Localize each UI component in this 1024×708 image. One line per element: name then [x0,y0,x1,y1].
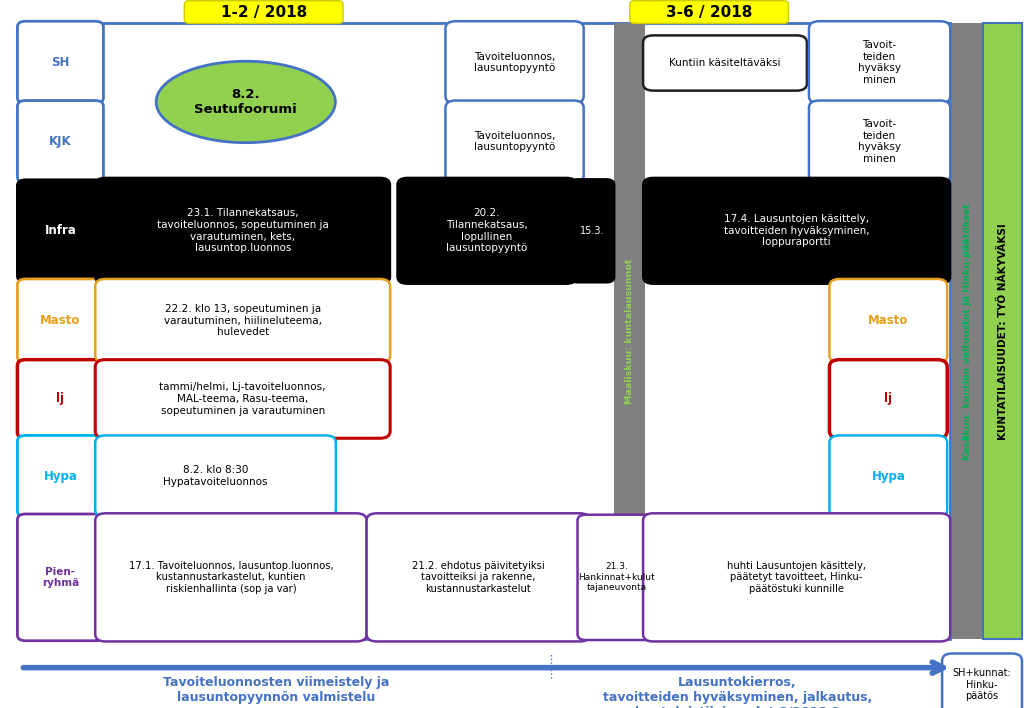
FancyBboxPatch shape [95,513,367,641]
Text: Hypa: Hypa [871,469,905,483]
Text: Masto: Masto [40,314,81,327]
Text: Kesäkuu: kuntien valtuustot ja Hinku-päätökset: Kesäkuu: kuntien valtuustot ja Hinku-pää… [964,203,972,459]
FancyBboxPatch shape [809,101,950,183]
FancyBboxPatch shape [17,514,103,641]
Text: SH: SH [51,56,70,69]
FancyBboxPatch shape [643,513,950,641]
Text: lj: lj [885,392,892,406]
FancyBboxPatch shape [614,23,645,639]
FancyBboxPatch shape [17,279,103,362]
Text: 8.2. klo 8:30
Hypatavoiteluonnos: 8.2. klo 8:30 Hypatavoiteluonnos [163,465,268,487]
FancyBboxPatch shape [445,21,584,103]
Text: 21.2. ehdotus päivitetyiksi
tavoitteiksi ja rakenne,
kustannustarkastelut: 21.2. ehdotus päivitetyiksi tavoitteiksi… [412,561,545,594]
FancyBboxPatch shape [630,1,788,23]
FancyBboxPatch shape [17,101,103,183]
FancyBboxPatch shape [95,360,390,438]
Text: Infra: Infra [44,224,77,237]
FancyBboxPatch shape [20,23,950,639]
Text: Tavoiteluonnos,
lausuntopyyntö: Tavoiteluonnos, lausuntopyyntö [474,52,555,73]
Text: Tavoit-
teiden
hyväksy
minen: Tavoit- teiden hyväksy minen [858,119,901,164]
FancyBboxPatch shape [184,1,343,23]
Text: huhti Lausuntojen käsittely,
päätetyt tavoitteet, Hinku-
päätöstuki kunnille: huhti Lausuntojen käsittely, päätetyt ta… [727,561,866,594]
Text: Tavoiteluonnos,
lausuntopyyntö: Tavoiteluonnos, lausuntopyyntö [474,131,555,152]
FancyBboxPatch shape [829,279,947,362]
Text: lj: lj [56,392,65,406]
Text: KJK: KJK [49,135,72,148]
FancyBboxPatch shape [569,179,614,282]
Text: Lausuntokierros,
tavoitteiden hyväksyminen, jalkautus,
kuntalaistilaisuudet 8/20: Lausuntokierros, tavoitteiden hyväksymin… [603,676,871,708]
Ellipse shape [156,61,336,143]
Text: KUNTATILAISUUDET: TYÖ NÄKYVÄKSI: KUNTATILAISUUDET: TYÖ NÄKYVÄKSI [997,223,1008,440]
FancyBboxPatch shape [942,653,1022,708]
Text: 1-2 / 2018: 1-2 / 2018 [220,4,307,20]
FancyBboxPatch shape [17,360,103,438]
Text: 22.2. klo 13, sopeutuminen ja
varautuminen, hiilineluteema,
hulevedet: 22.2. klo 13, sopeutuminen ja varautumin… [164,304,322,337]
FancyBboxPatch shape [95,178,390,284]
FancyBboxPatch shape [829,360,947,438]
FancyBboxPatch shape [17,21,103,103]
Text: 23.1. Tilannekatsaus,
tavoiteluonnos, sopeutuminen ja
varautuminen, kets,
lausun: 23.1. Tilannekatsaus, tavoiteluonnos, so… [157,208,329,253]
FancyBboxPatch shape [95,435,336,517]
FancyBboxPatch shape [578,515,655,640]
Text: Tavoiteluonnosten viimeistely ja
lausuntopyynnön valmistelu: Tavoiteluonnosten viimeistely ja lausunt… [163,676,390,704]
Text: 21.3.
Hankinnat+kulut
tajaneuvonta: 21.3. Hankinnat+kulut tajaneuvonta [579,562,654,593]
Text: 8.2.
Seutufoorumi: 8.2. Seutufoorumi [195,88,297,116]
FancyBboxPatch shape [95,279,390,362]
Text: tammi/helmi, Lj-tavoiteluonnos,
MAL-teema, Rasu-teema,
sopeutuminen ja varautumi: tammi/helmi, Lj-tavoiteluonnos, MAL-teem… [160,382,326,416]
FancyBboxPatch shape [643,178,950,284]
FancyBboxPatch shape [983,23,1022,639]
Text: Maaliskuu: kuntalausunnot: Maaliskuu: kuntalausunnot [626,258,634,404]
FancyBboxPatch shape [17,180,103,282]
Text: Pien-
ryhmä: Pien- ryhmä [42,566,79,588]
Text: Masto: Masto [868,314,908,327]
FancyBboxPatch shape [952,23,983,639]
FancyBboxPatch shape [643,35,807,91]
FancyBboxPatch shape [445,101,584,183]
Text: 20.2.
Tilannekatsaus,
lopullinen
lausuntopyyntö: 20.2. Tilannekatsaus, lopullinen lausunt… [446,208,527,253]
FancyBboxPatch shape [809,21,950,103]
FancyBboxPatch shape [17,435,103,517]
Text: SH+kunnat:
Hinku-
päätös: SH+kunnat: Hinku- päätös [952,668,1012,701]
Text: Tavoit-
teiden
hyväksy
minen: Tavoit- teiden hyväksy minen [858,40,901,85]
Text: 17.1. Tavoiteluonnos, lausuntop.luonnos,
kustannustarkastelut, kuntien
riskienha: 17.1. Tavoiteluonnos, lausuntop.luonnos,… [129,561,333,594]
Text: 17.4. Lausuntojen käsittely,
tavoitteiden hyväksyminen,
loppuraportti: 17.4. Lausuntojen käsittely, tavoitteide… [724,215,869,247]
Text: 3-6 / 2018: 3-6 / 2018 [666,4,753,20]
Text: Kuntiin käsiteltäväksi: Kuntiin käsiteltäväksi [670,58,780,68]
Text: 15.3.: 15.3. [580,226,604,236]
FancyBboxPatch shape [367,513,590,641]
Text: Hypa: Hypa [43,469,78,483]
FancyBboxPatch shape [829,435,947,517]
FancyBboxPatch shape [397,178,577,284]
